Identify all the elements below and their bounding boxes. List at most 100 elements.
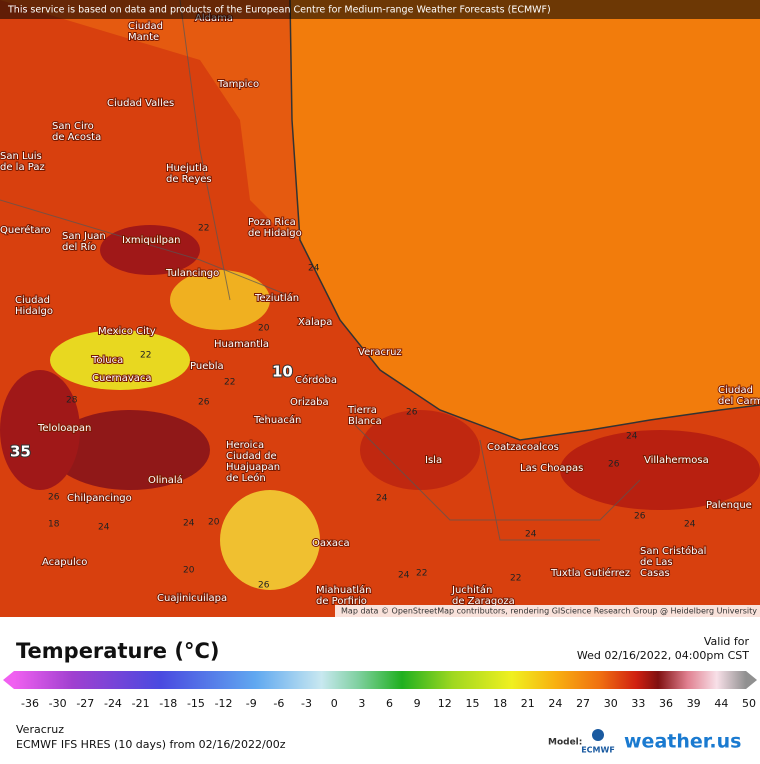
contour-label: 24 [525, 530, 537, 540]
colorbar-tick-label: -12 [215, 697, 233, 710]
colorbar-tick-label: 36 [659, 697, 673, 710]
contour-label: 22 [510, 574, 521, 584]
contour-label: 22 [140, 351, 151, 361]
ecmwf-icon [592, 729, 604, 741]
city-label: San Ciro [52, 121, 94, 132]
contour-label: 26 [406, 408, 418, 418]
city-label: Querétaro [0, 224, 50, 236]
hot-zone [50, 410, 210, 490]
city-label: Acapulco [42, 557, 87, 568]
colorbar-ticks: -36 -30 -27 -24 -21 -18 -15 -12 -9 -6 -3 0 3 6 9 12 15 18… [21, 697, 756, 710]
city-label: de Las [640, 557, 673, 568]
colorbar-tick-label: -15 [187, 697, 205, 710]
colorbar-tick-label: 15 [465, 697, 479, 710]
city-label: Tierra [347, 405, 377, 416]
city-label: Ciudad de [226, 451, 277, 462]
city-label: Huajuapan [226, 462, 280, 473]
city-label: de Acosta [52, 132, 101, 143]
location: Veracruz [16, 723, 64, 736]
city-label: Las Choapas [520, 463, 583, 474]
city-label: Tuxtla Gutiérrez [550, 567, 630, 579]
city-label: Miahuatlán [316, 584, 372, 596]
colorbar-tick-label: -6 [273, 697, 284, 710]
city-label: Veracruz [358, 347, 402, 358]
contour-label: 20 [208, 518, 220, 528]
extreme-label: 10 [272, 363, 293, 381]
contour-label: 24 [98, 523, 110, 533]
city-label: Mexico City [98, 326, 156, 337]
city-label: Ciudad [128, 21, 163, 32]
city-label: Villahermosa [644, 455, 709, 466]
city-label: del Carmen [718, 396, 760, 407]
colorbar-tick-label: 21 [521, 697, 535, 710]
city-label: San Cristóbal [640, 545, 706, 557]
city-label: Ciudad [718, 385, 753, 396]
header-notice: This service is based on data and produc… [7, 5, 551, 16]
colorbar-tick-label: 0 [331, 697, 338, 710]
contour-label: 22 [416, 569, 427, 579]
city-label: Casas [640, 568, 670, 579]
model-run: ECMWF IFS HRES (10 days) from 02/16/2022… [16, 738, 286, 751]
city-label: Chilpancingo [67, 493, 132, 504]
contour-label: 18 [48, 520, 60, 530]
colorbar-tick-label: 12 [438, 697, 452, 710]
colorbar-tick-label: 18 [493, 697, 507, 710]
city-label: Coatzacoalcos [487, 442, 559, 453]
city-label: Poza Rica [248, 217, 296, 228]
colorbar-tick-label: -36 [21, 697, 39, 710]
map-labels: AldamaCiudadManteTampicoCiudad VallesSan… [0, 12, 760, 608]
city-label: Orizaba [290, 397, 329, 408]
colorbar-tick-label: 33 [631, 697, 645, 710]
header-bar [0, 0, 760, 19]
contour-label: 24 [376, 494, 388, 504]
contour-label: 20 [183, 566, 195, 576]
legend-title: Temperature (°C) [16, 639, 219, 663]
contour-label: 24 [183, 519, 195, 529]
city-label: Ixmiquilpan [122, 235, 180, 246]
colorbar-arrow [3, 671, 14, 689]
city-label: Teloloapan [37, 423, 91, 434]
colorbar-tick-label: 6 [386, 697, 393, 710]
contour-label: 24 [626, 432, 638, 442]
city-label: San Luis [0, 151, 42, 162]
contour-label: 24 [684, 520, 696, 530]
city-label: Tehuacán [253, 414, 301, 426]
model-label: Model: [548, 738, 582, 748]
city-label: Teziutlán [254, 292, 299, 304]
cool-zone [50, 330, 190, 390]
city-label: Puebla [190, 361, 224, 372]
borders [0, 0, 641, 541]
city-label: Juchitán [451, 584, 492, 596]
coastline [289, 0, 760, 441]
colorbar-tick-label: 39 [687, 697, 701, 710]
colorbar-tick-label: 27 [576, 697, 590, 710]
valid-time: Wed 02/16/2022, 04:00pm CST [577, 649, 749, 662]
city-label: de la Paz [0, 162, 45, 173]
colorbar-tick-label: 9 [414, 697, 421, 710]
colorbar-tick-label: 24 [548, 697, 562, 710]
map: AldamaCiudadManteTampicoCiudad VallesSan… [0, 0, 760, 617]
hot-zone [560, 430, 760, 510]
city-label: Tulancingo [165, 268, 219, 279]
cool-zone [170, 270, 270, 330]
extreme-label: 35 [10, 443, 31, 461]
contour-label: 26 [198, 398, 210, 408]
city-label: Palenque [706, 500, 752, 511]
attribution-bg [335, 605, 760, 617]
valid-label: Valid for [704, 635, 750, 648]
brand-logo: weather.us [624, 731, 741, 753]
model-logo: ECMWF [581, 746, 615, 755]
contour-label: 26 [608, 460, 620, 470]
city-label: de León [226, 472, 266, 484]
city-label: Olinalá [148, 474, 183, 486]
contour-label: 22 [224, 378, 235, 388]
city-label: de Reyes [166, 174, 212, 185]
hot-zone [0, 370, 80, 490]
colorbar-tick-label: -30 [49, 697, 67, 710]
city-label: Isla [425, 455, 442, 466]
city-label: Ciudad Valles [107, 98, 174, 109]
contour-label: 28 [66, 396, 78, 406]
attribution: Map data © OpenStreetMap contributors, r… [341, 607, 757, 616]
city-label: Cuernavaca [92, 373, 152, 384]
